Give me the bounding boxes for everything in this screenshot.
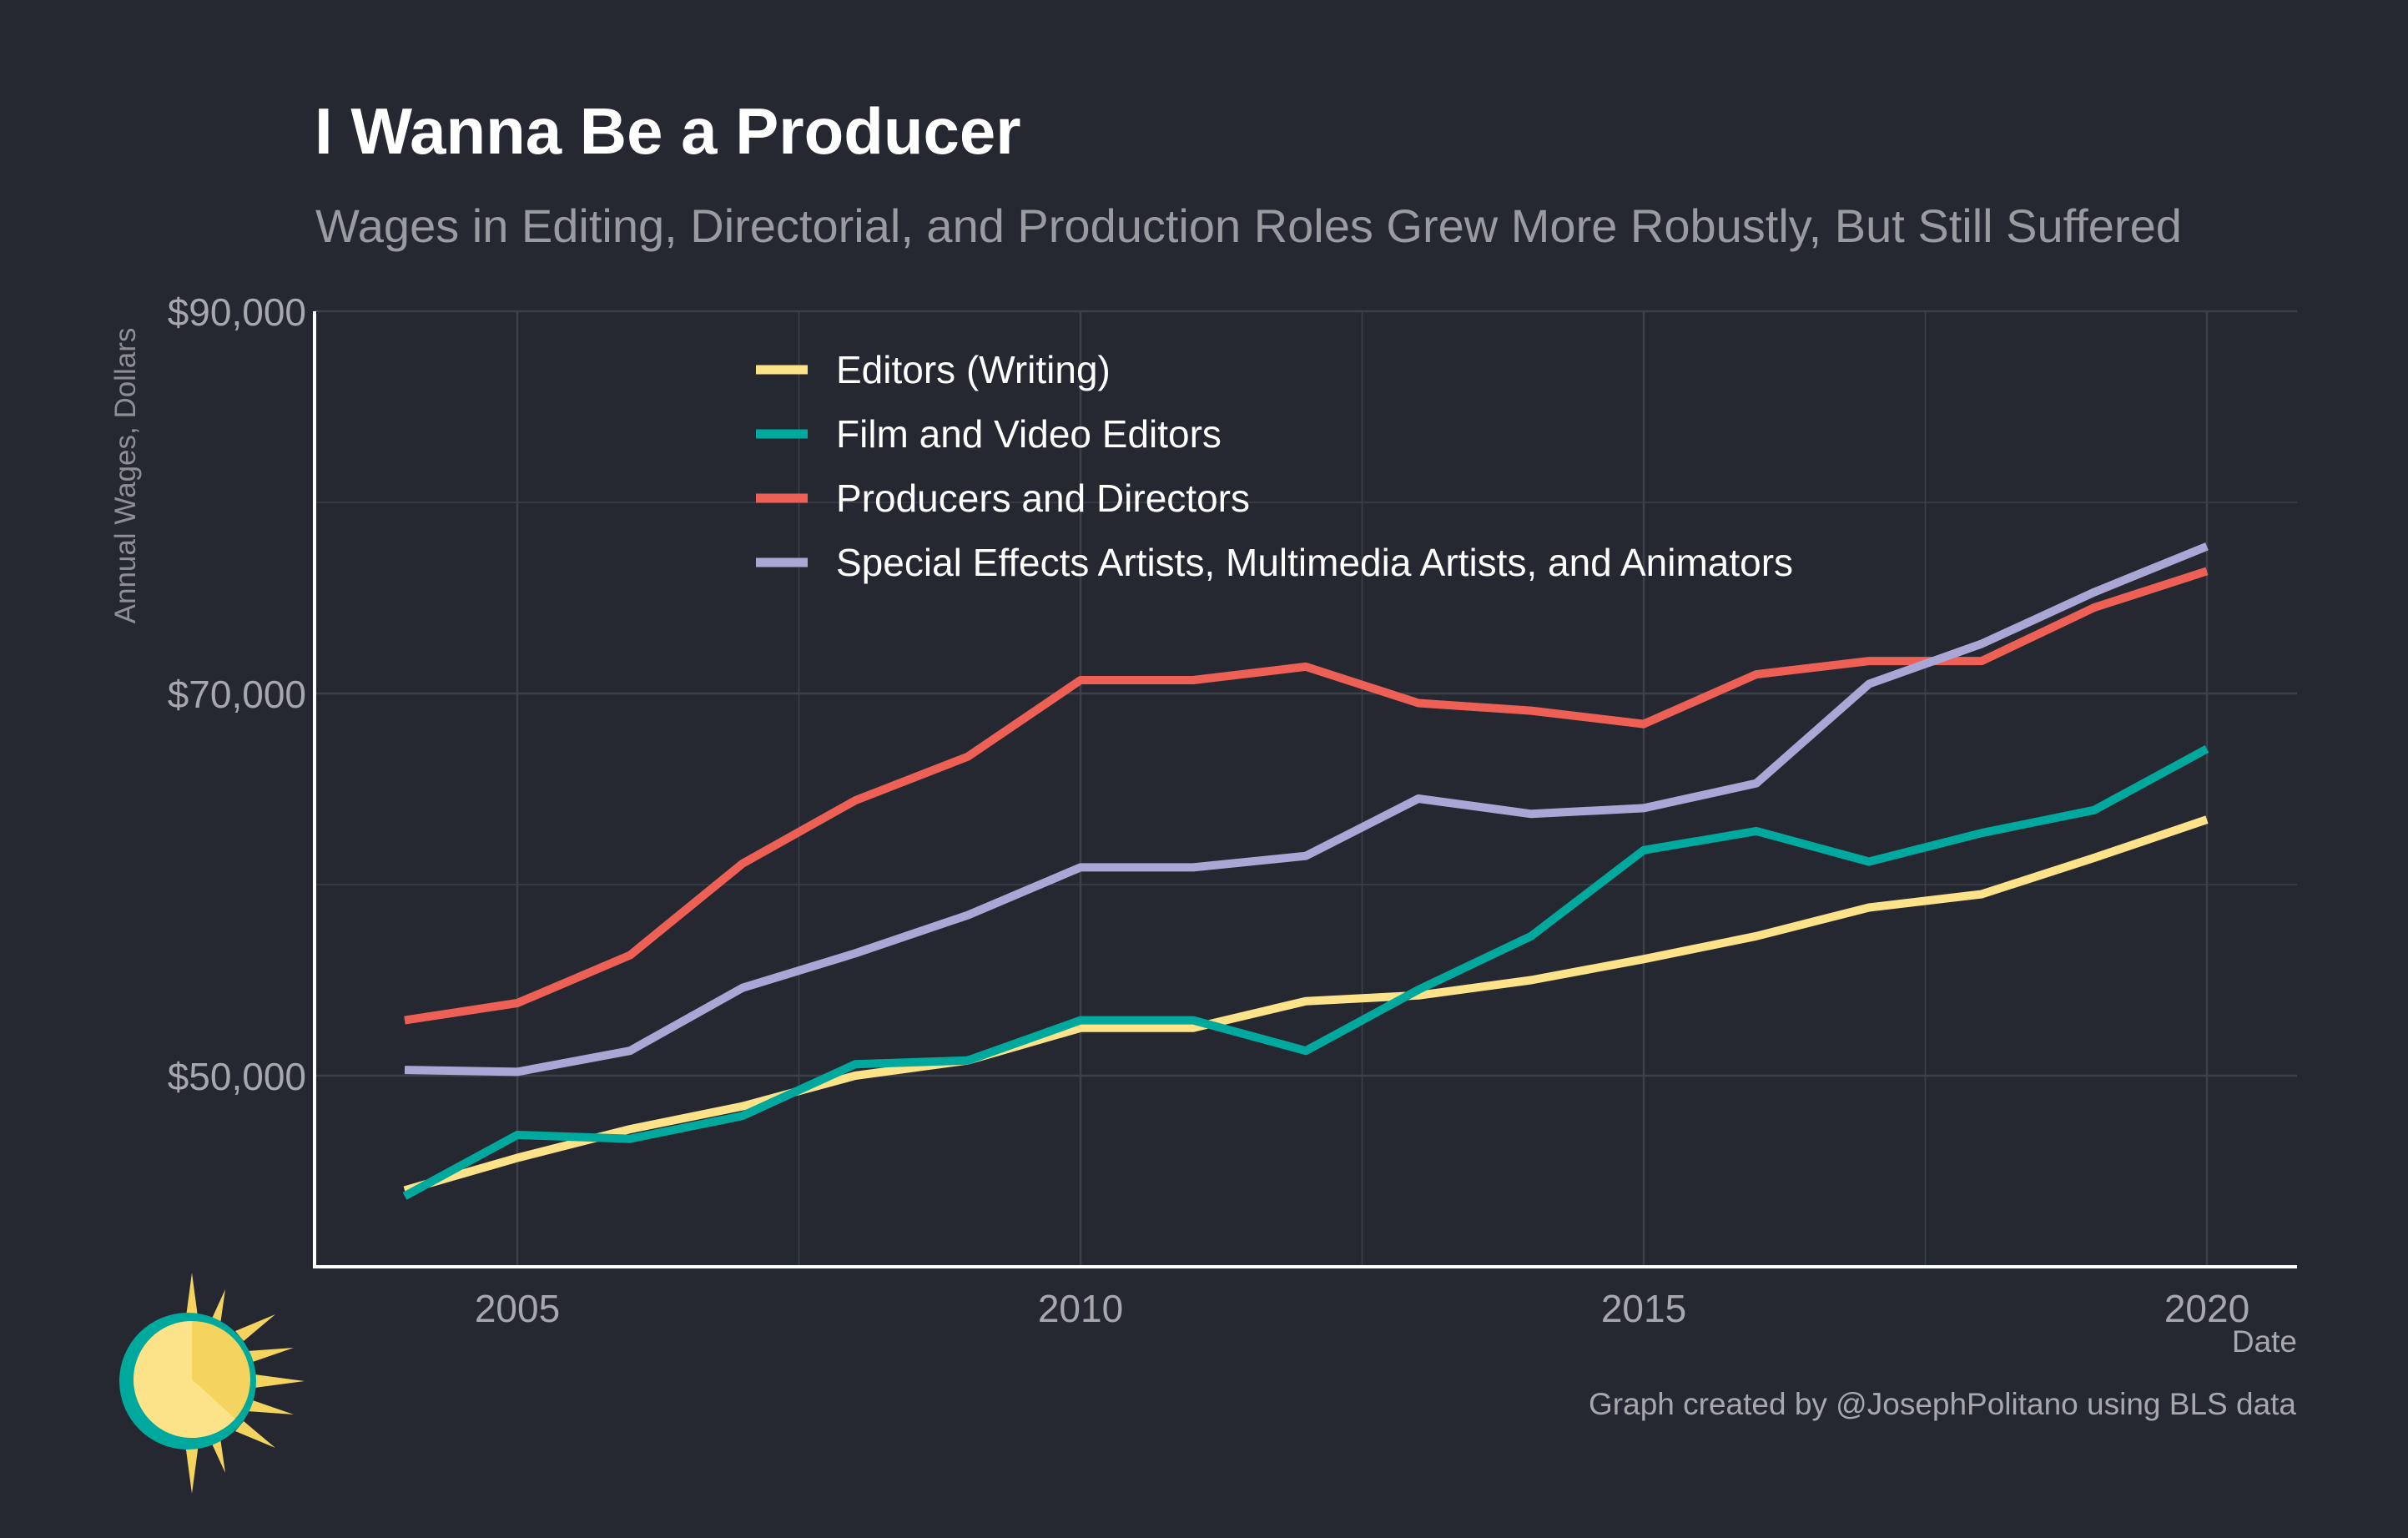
legend-label: Producers and Directors [836, 477, 1250, 520]
series-line [404, 567, 2209, 1025]
y-tick-label: $90,000 [168, 290, 306, 334]
series-line [403, 815, 2209, 1195]
legend-label: Special Effects Artists, Multimedia Arti… [836, 541, 1793, 584]
source-credit: Graph created by @JosephPolitano using B… [1589, 1387, 2296, 1421]
tick-labels: $50,000 $70,000 $90,000 2005 2010 2015 2020 [168, 290, 2249, 1330]
x-tick-label: 2010 [1038, 1287, 1123, 1330]
grid-lines [315, 310, 2297, 1267]
legend-label: Editors (Writing) [836, 348, 1111, 391]
y-tick-label: $70,000 [168, 673, 306, 716]
sun-logo-icon [119, 1273, 305, 1494]
x-tick-label: 2005 [475, 1287, 560, 1330]
series-line [402, 745, 2209, 1200]
series-line [404, 542, 2209, 1077]
y-tick-label: $50,000 [168, 1055, 306, 1098]
legend: Editors (Writing) Film and Video Editors P… [756, 348, 1793, 584]
axes [313, 311, 2297, 1268]
x-tick-label: 2015 [1601, 1287, 1686, 1330]
legend-label: Film and Video Editors [836, 412, 1222, 456]
chart-title: I Wanna Be a Producer [315, 94, 1021, 168]
x-tick-label: 2020 [2164, 1287, 2249, 1330]
y-axis-label: Annual Wages, Dollars [109, 328, 142, 624]
chart-subtitle: Wages in Editing, Directorial, and Produ… [315, 199, 2182, 252]
series-lines [402, 542, 2209, 1200]
x-axis-label: Date [2232, 1324, 2297, 1359]
